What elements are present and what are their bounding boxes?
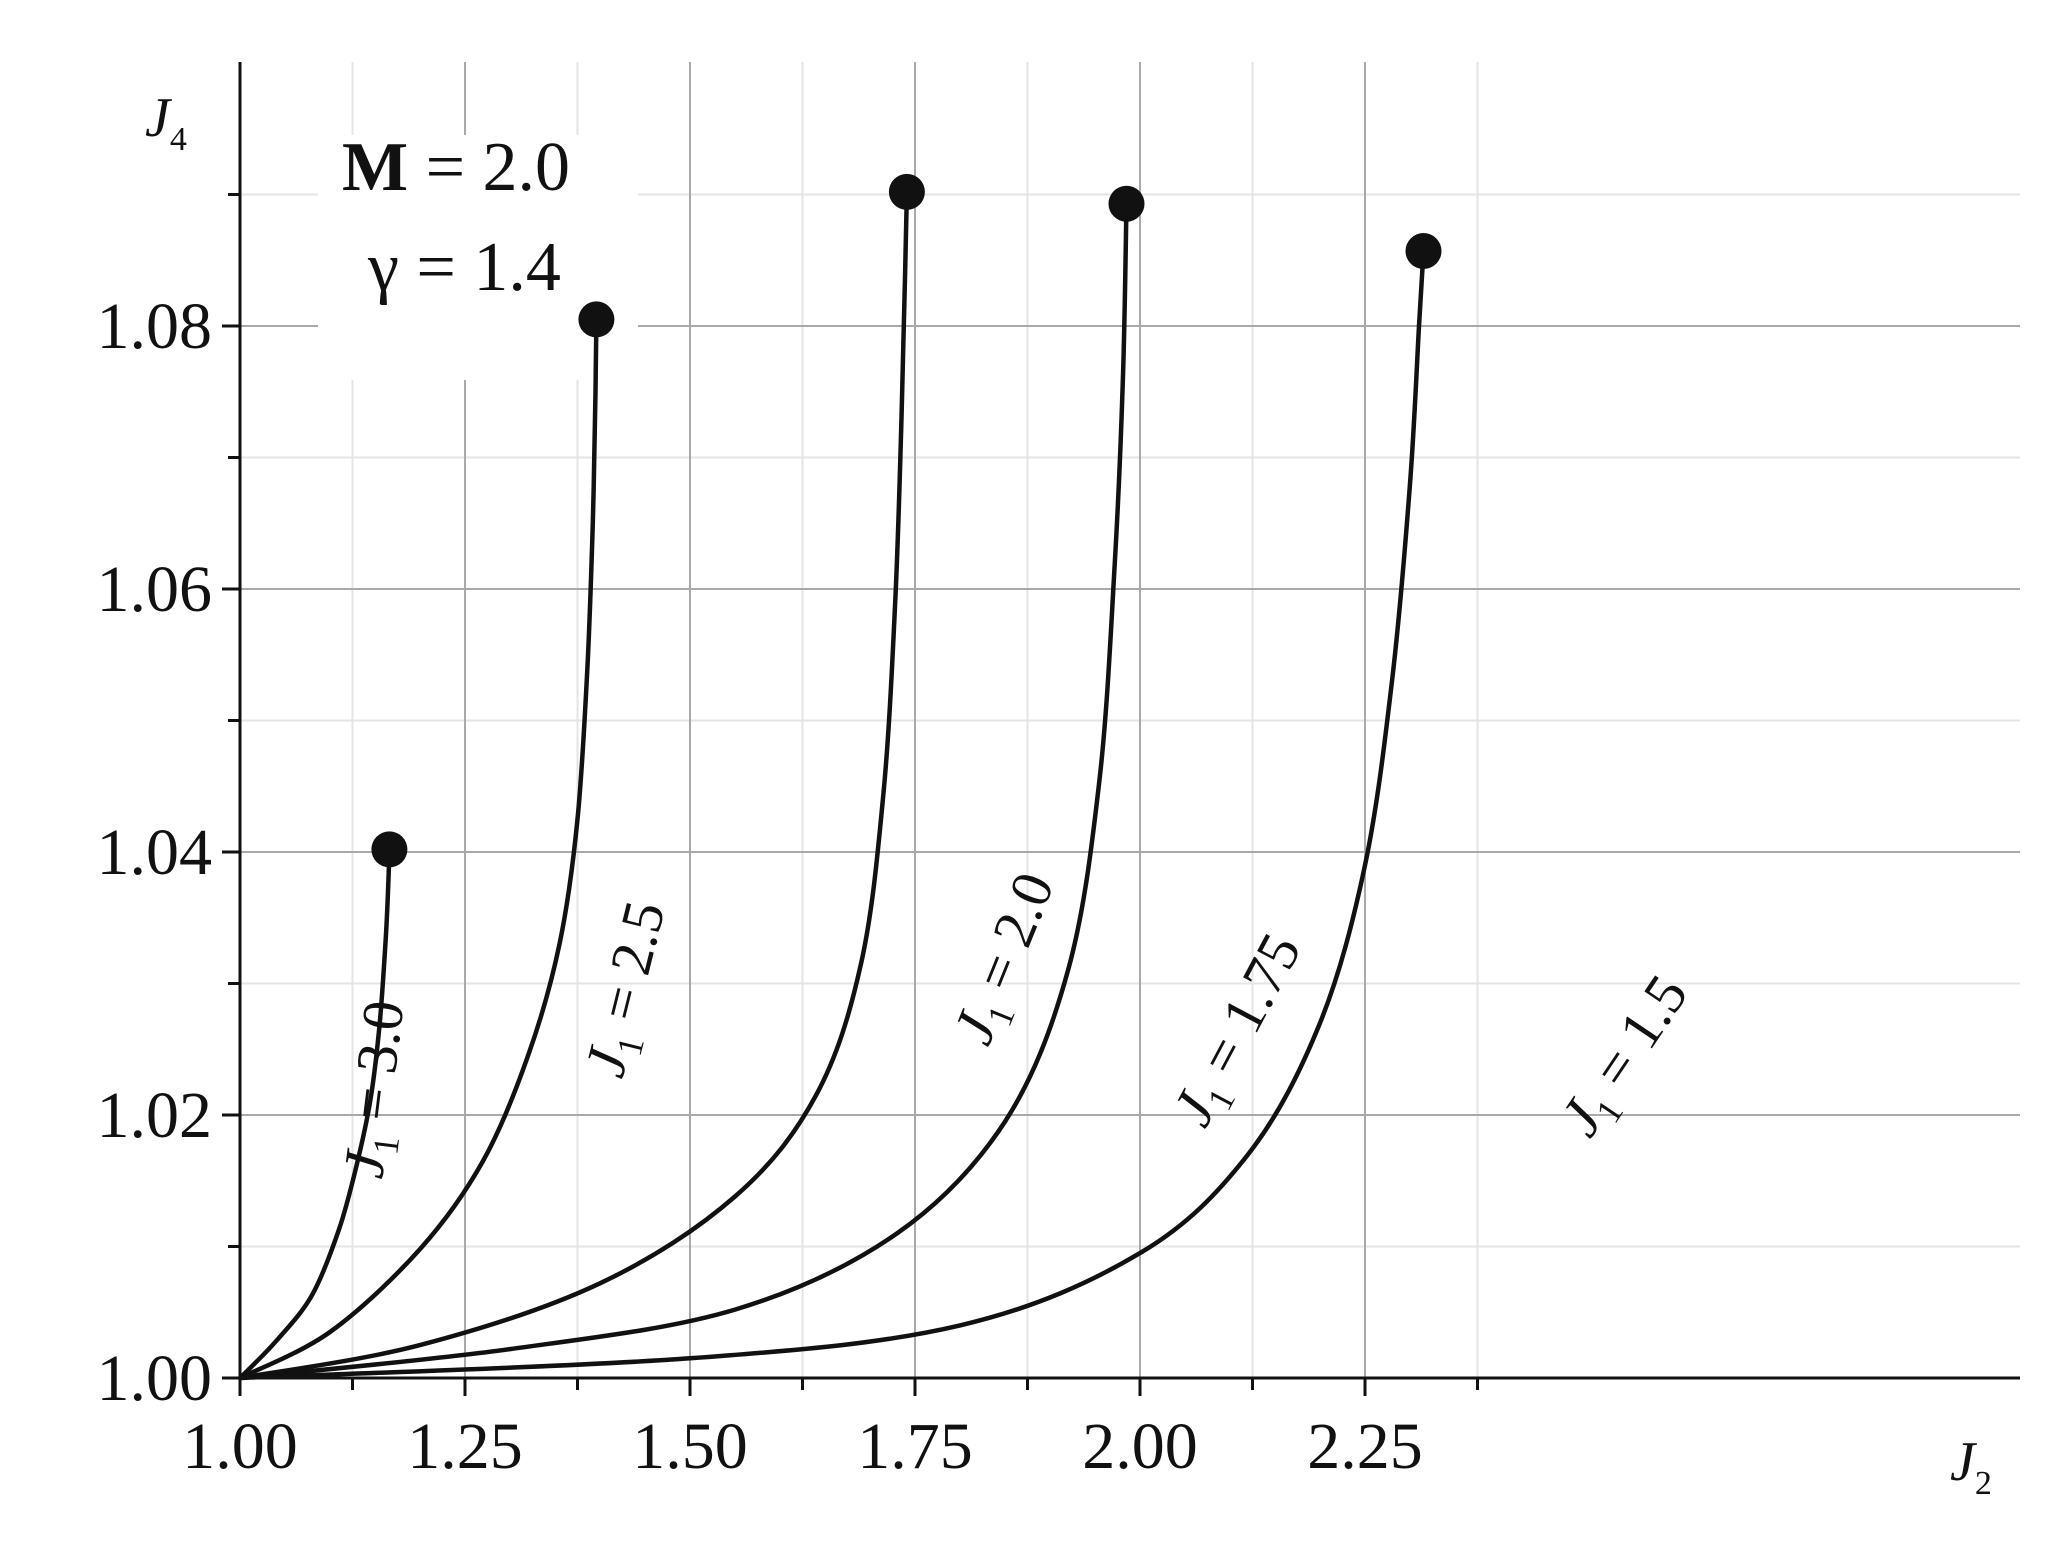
- series-line: [239, 203, 1129, 1381]
- series-group: [238, 173, 1442, 1381]
- y-tick-label: 1.02: [97, 1079, 213, 1152]
- x-tick-label: 2.25: [1307, 1410, 1423, 1483]
- ticks: [222, 193, 1479, 1396]
- x-tick-label: 1.50: [632, 1410, 748, 1483]
- gamma-annotation: γ = 1.4: [367, 229, 561, 306]
- y-axis-label: J4: [145, 87, 187, 158]
- x-tick-label: 1.00: [182, 1410, 298, 1483]
- curve-label: J1 = 2.0: [940, 864, 1073, 1056]
- y-tick-label: 1.06: [97, 553, 213, 626]
- series-line: [239, 250, 1426, 1381]
- annotation-box: [318, 135, 638, 380]
- x-axis-label: J2: [1950, 1431, 1992, 1502]
- curve-label: J1 = 1.75: [1159, 923, 1320, 1140]
- tick-labels: 1.00 1.25 1.50 1.75 2.00 2.25 1.00 1.02 1.04 1.06…: [97, 290, 1423, 1483]
- y-tick-label: 1.04: [97, 816, 213, 889]
- curve-label: J1 = 3.0: [330, 997, 423, 1182]
- x-tick-label: 1.25: [407, 1410, 523, 1483]
- series-endpoint: [578, 301, 615, 338]
- mach-annotation: M = 2.0: [342, 129, 570, 206]
- x-tick-label: 1.75: [857, 1410, 973, 1483]
- series-endpoint: [888, 173, 925, 210]
- series-endpoint: [371, 831, 408, 868]
- series-line: [238, 319, 599, 1381]
- curve-label: J1 = 1.5: [1547, 963, 1706, 1151]
- y-tick-label: 1.00: [97, 1342, 213, 1415]
- series-line: [239, 191, 910, 1381]
- series-endpoint: [1108, 185, 1145, 222]
- curve-label: J1 = 2.5: [572, 895, 685, 1085]
- series-endpoint: [1405, 233, 1442, 270]
- x-tick-label: 2.00: [1082, 1410, 1198, 1483]
- y-tick-label: 1.08: [97, 290, 213, 363]
- curve-labels: J1 = 3.0 J1 = 2.5 J1 = 2.0 J1 = 1.75 J1 = 1.…: [330, 864, 1706, 1182]
- series-line: [238, 849, 392, 1380]
